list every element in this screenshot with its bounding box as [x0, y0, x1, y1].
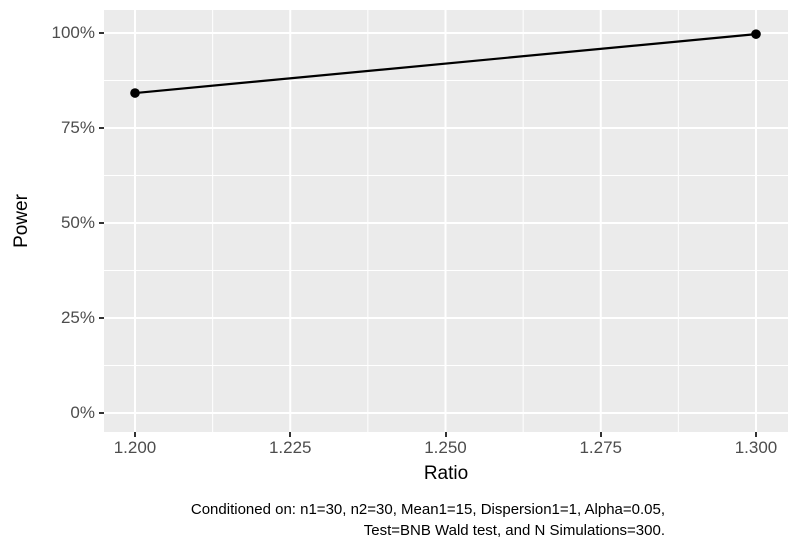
plot-area-svg — [104, 10, 788, 432]
x-tick-label: 1.275 — [579, 438, 623, 457]
x-tick-mark — [444, 432, 447, 437]
caption-line-1: Conditioned on: n1=30, n2=30, Mean1=15, … — [190, 501, 665, 518]
y-tick-mark — [99, 317, 104, 319]
y-tick-mark — [99, 127, 104, 129]
x-tick-mark — [755, 432, 757, 437]
y-tick-label: 0% — [70, 403, 95, 422]
data-point — [130, 88, 140, 98]
y-tick-label: 100% — [51, 23, 95, 42]
y-tick-mark — [99, 412, 104, 414]
y-tick-mark — [99, 222, 104, 224]
plot-panel — [104, 10, 788, 432]
data-point — [751, 29, 761, 39]
x-tick-label: 1.300 — [734, 438, 778, 457]
x-tick-mark — [599, 432, 602, 437]
x-tick-label: 1.250 — [424, 438, 467, 457]
x-tick-label: 1.200 — [113, 438, 157, 457]
plot-caption: Conditioned on: n1=30, n2=30, Mean1=15, … — [0, 499, 665, 541]
x-tick-mark — [134, 432, 136, 437]
x-tick-mark — [289, 432, 292, 437]
caption-line-2: Test=BNB Wald test, and N Simulations=30… — [363, 522, 665, 539]
y-tick-mark — [99, 32, 104, 34]
y-tick-label: 50% — [60, 213, 95, 232]
y-tick-label: 25% — [60, 308, 95, 327]
x-tick-label: 1.225 — [268, 438, 312, 457]
power-line — [134, 33, 757, 95]
x-axis-title: Ratio — [423, 463, 469, 484]
y-tick-label: 75% — [60, 118, 95, 137]
